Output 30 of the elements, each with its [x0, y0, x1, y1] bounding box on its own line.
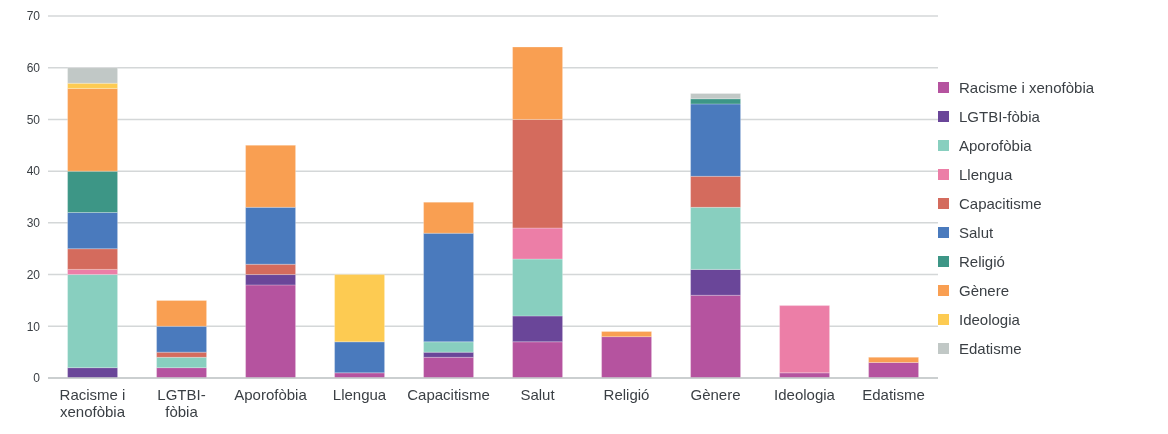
legend-label: Capacitisme [959, 195, 1042, 212]
bar [779, 305, 830, 374]
y-tick-label: 70 [26, 9, 41, 24]
x-tick-label: Salut [520, 386, 556, 403]
legend-label: Llengua [959, 166, 1013, 183]
x-tick-label: Gènere [690, 386, 741, 403]
y-tick-label: 60 [26, 60, 41, 75]
y-tick-label: 20 [26, 267, 41, 282]
legend-label: Racisme i xenofòbia [959, 79, 1095, 96]
legend-label: Aporofòbia [959, 137, 1032, 154]
x-tick-label: Ideologia [774, 386, 836, 403]
bar [423, 357, 474, 378]
legend-label: LGTBI-fòbia [959, 108, 1040, 125]
legend-label: Salut [959, 224, 994, 241]
x-tick-label: LGTBI-fòbia [157, 386, 206, 420]
y-tick-label: 50 [26, 112, 41, 127]
x-tick-label: Aporofòbia [234, 386, 308, 403]
x-tick-label: Edatisme [862, 386, 925, 403]
x-tick-label: Capacitisme [407, 386, 490, 403]
y-tick-label: 40 [26, 164, 41, 179]
x-tick-label: Llengua [332, 386, 387, 403]
legend-label: Ideologia [959, 311, 1020, 328]
legend-label: Gènere [959, 282, 1010, 299]
x-tick-label: Racisme i xenofòbia [59, 386, 126, 420]
legend-label: Religió [959, 253, 1005, 270]
x-tick-label: Religió [603, 386, 650, 403]
legend-label: Edatisme [959, 340, 1022, 357]
y-tick-label: 10 [26, 319, 41, 334]
y-tick-label: 0 [33, 371, 41, 386]
y-tick-label: 30 [26, 216, 41, 231]
